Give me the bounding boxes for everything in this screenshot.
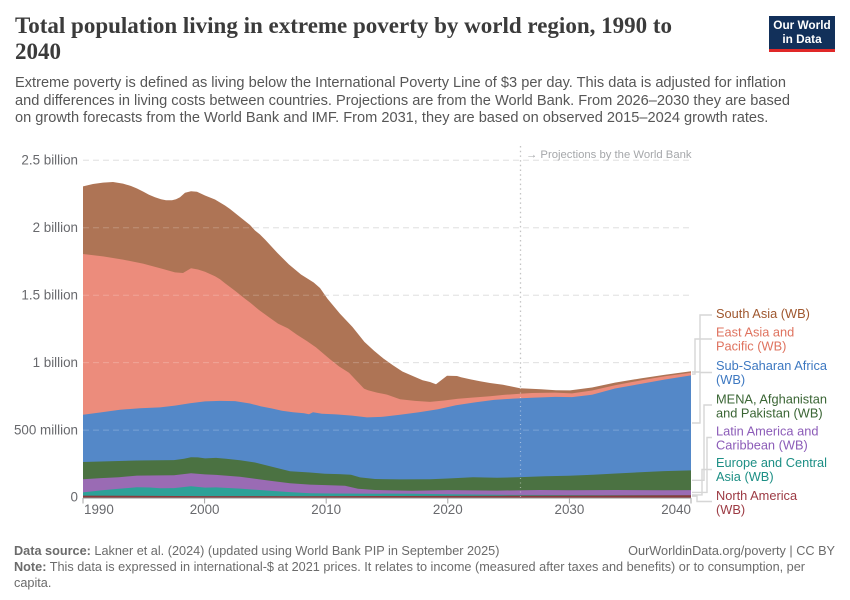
- svg-text:2 billion: 2 billion: [33, 220, 78, 235]
- svg-text:1.5 billion: 1.5 billion: [21, 287, 78, 302]
- svg-text:2030: 2030: [555, 502, 585, 517]
- svg-text:North America: North America: [716, 488, 798, 503]
- svg-text:East Asia and: East Asia and: [716, 325, 794, 340]
- svg-text:2000: 2000: [190, 502, 220, 517]
- svg-text:Latin America and: Latin America and: [716, 424, 818, 439]
- svg-text:(WB): (WB): [716, 372, 745, 387]
- svg-text:Europe and Central: Europe and Central: [716, 455, 827, 470]
- svg-text:500 million: 500 million: [14, 422, 78, 437]
- svg-text:2.5 billion: 2.5 billion: [21, 153, 78, 168]
- svg-text:Sub-Saharan Africa: Sub-Saharan Africa: [716, 358, 828, 373]
- svg-text:(WB): (WB): [716, 502, 745, 517]
- svg-text:1 billion: 1 billion: [33, 355, 78, 370]
- svg-text:0: 0: [71, 490, 78, 505]
- svg-text:2040: 2040: [661, 502, 691, 517]
- svg-text:MENA, Afghanistan: MENA, Afghanistan: [716, 392, 827, 407]
- svg-text:Pacific (WB): Pacific (WB): [716, 339, 786, 354]
- svg-text:2020: 2020: [433, 502, 463, 517]
- svg-text:South Asia (WB): South Asia (WB): [716, 306, 810, 321]
- svg-text:→ Projections by the World Ban: → Projections by the World Bank: [526, 149, 692, 161]
- svg-text:and Pakistan (WB): and Pakistan (WB): [716, 406, 823, 421]
- svg-text:Asia (WB): Asia (WB): [716, 469, 774, 484]
- svg-text:2010: 2010: [311, 502, 341, 517]
- svg-text:Caribbean (WB): Caribbean (WB): [716, 438, 808, 453]
- svg-text:1990: 1990: [84, 502, 114, 517]
